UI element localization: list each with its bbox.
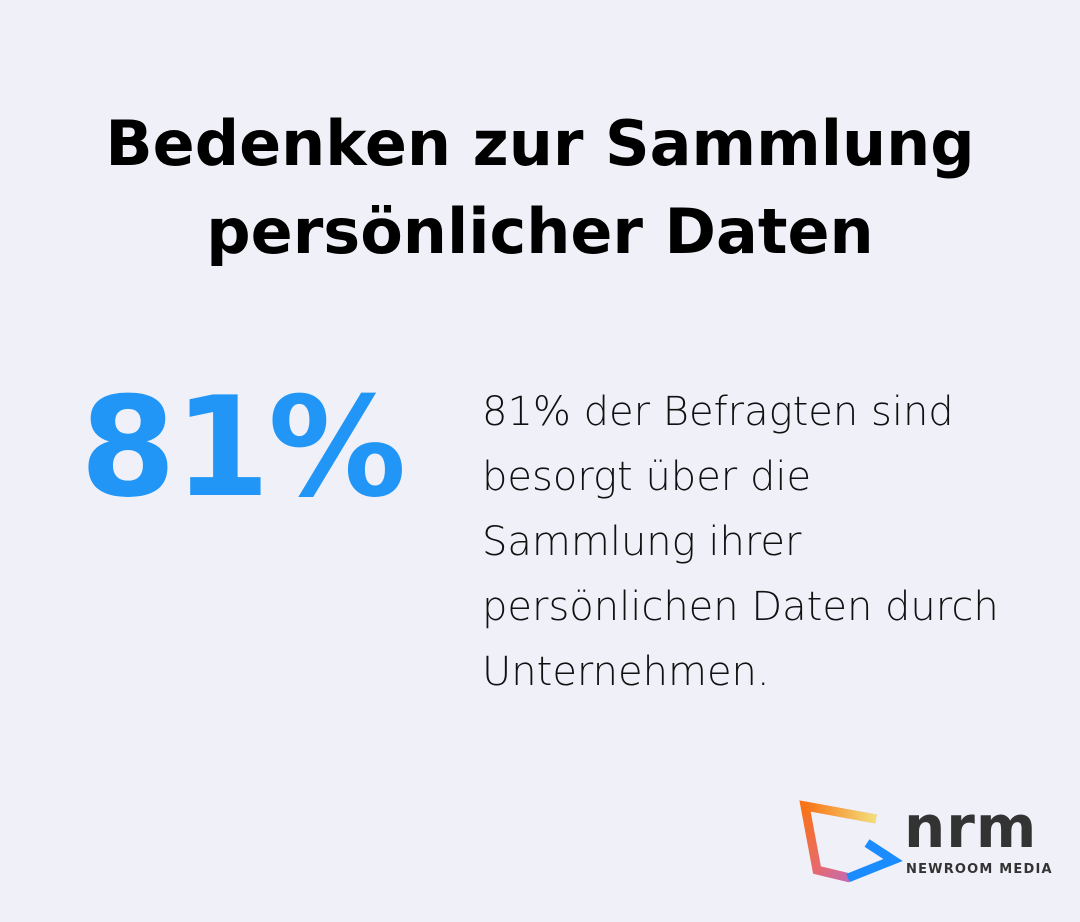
title-line-2: persönlicher Daten <box>206 195 874 268</box>
logo-subtitle: NEWROOM MEDIA <box>906 862 1053 877</box>
page-title: Bedenken zur Sammlung persönlicher Daten <box>0 100 1080 276</box>
stat-value: 81% <box>80 367 406 528</box>
title-line-1: Bedenken zur Sammlung <box>105 107 975 180</box>
logo-wordmark: nrm <box>904 793 1038 861</box>
stat-description: 81% der Befragten sind besorgt über die … <box>482 389 999 695</box>
newroom-media-logo-icon <box>799 800 903 883</box>
